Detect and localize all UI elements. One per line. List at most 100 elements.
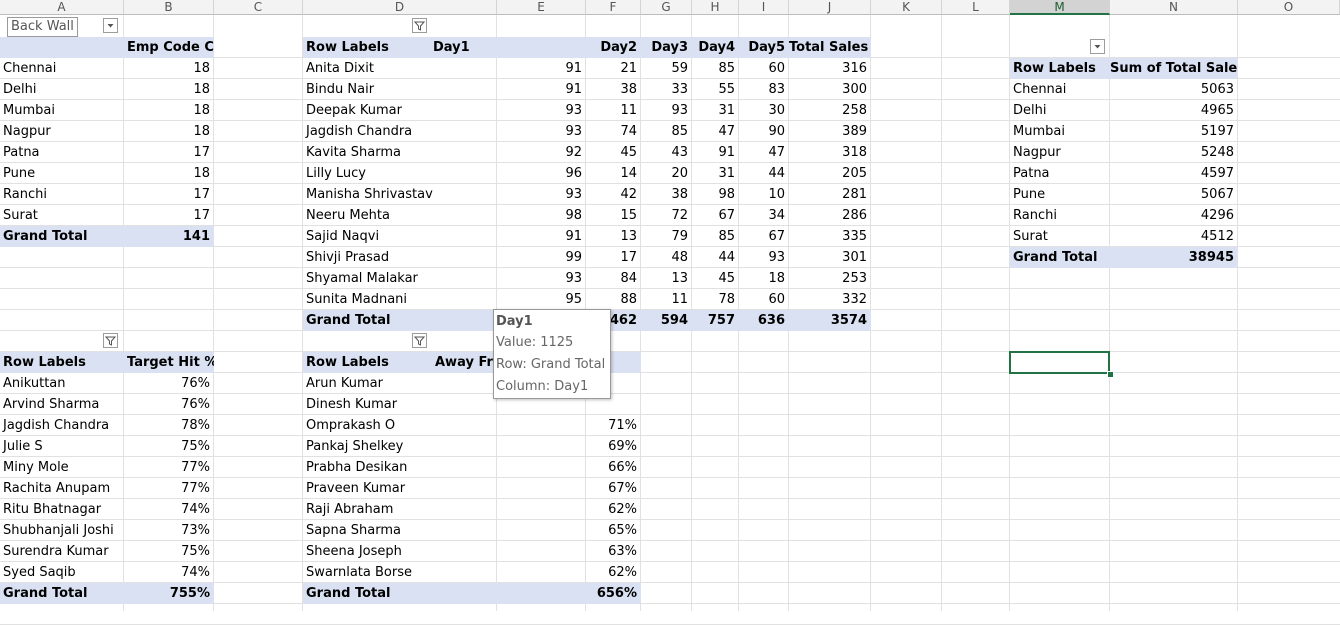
row-labels-filter-button[interactable] <box>103 18 118 33</box>
pivot-city-sales-row-label[interactable]: Delhi <box>1013 103 1047 118</box>
pivot-sales-row-value[interactable]: 67 <box>718 208 735 223</box>
pivot-target-row-label[interactable]: Miny Mole <box>3 460 69 475</box>
column-header-h[interactable]: H <box>692 0 739 15</box>
pivot-sales-row-value[interactable]: 93 <box>565 103 582 118</box>
pivot-target-row-value[interactable]: 77% <box>181 460 210 475</box>
pivot-sales-row-value[interactable]: 79 <box>671 229 688 244</box>
pivot-city-emp-row-label[interactable]: Chennai <box>3 61 57 76</box>
pivot-city-sales-row-value[interactable]: 4597 <box>1200 166 1234 181</box>
pivot-sales-row-value[interactable]: 205 <box>842 166 867 181</box>
pivot-target-row-value[interactable]: 75% <box>181 544 210 559</box>
pivot-target-row-label[interactable]: Julie S <box>3 439 43 454</box>
pivot-sales-row-value[interactable]: 318 <box>842 145 867 160</box>
pivot-away-row-label[interactable]: Omprakash O <box>306 418 396 433</box>
pivot-target-row-value[interactable]: 78% <box>181 418 210 433</box>
pivot-sales-row-value[interactable]: 47 <box>718 124 735 139</box>
column-header-f[interactable]: F <box>586 0 641 15</box>
pivot-sales-row-value[interactable]: 91 <box>565 61 582 76</box>
pivot-sales-row-value[interactable]: 78 <box>718 292 735 307</box>
pivot-sales-row-value[interactable]: 11 <box>620 103 637 118</box>
pivot-sales-row-value[interactable]: 67 <box>768 229 785 244</box>
pivot-city-emp-row-label[interactable]: Patna <box>3 145 40 160</box>
pivot-city-emp-row-label[interactable]: Nagpur <box>3 124 51 139</box>
pivot-city-emp-header-value[interactable]: Emp Code Count <box>124 37 214 58</box>
pivot-city-sales-row-label[interactable]: Ranchi <box>1013 208 1057 223</box>
pivot-sales-row-value[interactable]: 21 <box>620 61 637 76</box>
pivot-target-row-label[interactable]: Jagdish Chandra <box>3 418 110 433</box>
pivot-target-filter-button[interactable] <box>103 333 118 348</box>
pivot-sales-row-value[interactable]: 99 <box>565 250 582 265</box>
pivot-sales-row-value[interactable]: 60 <box>768 292 785 307</box>
pivot-away-grand-total-value[interactable]: 656% <box>497 583 641 604</box>
pivot-city-emp-row-value[interactable]: 18 <box>193 103 210 118</box>
pivot-away-row-label[interactable]: Arun Kumar <box>306 376 383 391</box>
pivot-away-row-label[interactable]: Praveen Kumar <box>306 481 406 496</box>
pivot-away-filter-button[interactable] <box>412 333 427 348</box>
pivot-sales-row-value[interactable]: 48 <box>671 250 688 265</box>
pivot-sales-row-value[interactable]: 33 <box>671 82 688 97</box>
pivot-city-sales-row-value[interactable]: 5067 <box>1200 187 1234 202</box>
pivot-city-emp-grand-total-label[interactable]: Grand Total <box>0 226 124 247</box>
pivot-sales-row-value[interactable]: 34 <box>768 208 785 223</box>
pivot-city-emp-row-value[interactable]: 17 <box>193 187 210 202</box>
pivot-city-sales-row-value[interactable]: 4965 <box>1200 103 1234 118</box>
pivot-sales-row-value[interactable]: 92 <box>565 145 582 160</box>
pivot-target-grand-total-label[interactable]: Grand Total <box>0 583 124 604</box>
pivot-sales-row-value[interactable]: 389 <box>842 124 867 139</box>
pivot-target-row-value[interactable]: 76% <box>181 397 210 412</box>
pivot-sales-header-col[interactable]: Day2 <box>586 37 641 58</box>
pivot-sales-row-value[interactable]: 47 <box>768 145 785 160</box>
pivot-city-sales-row-label[interactable]: Chennai <box>1013 82 1067 97</box>
pivot-city-emp-row-label[interactable]: Ranchi <box>3 187 47 202</box>
pivot-sales-row-label[interactable]: Sajid Naqvi <box>306 229 380 244</box>
column-header-j[interactable]: J <box>789 0 871 15</box>
column-header-k[interactable]: K <box>871 0 942 15</box>
pivot-sales-row-value[interactable]: 93 <box>565 271 582 286</box>
pivot-away-row-label[interactable]: Sheena Joseph <box>306 544 402 559</box>
pivot-away-row-value[interactable]: 69% <box>608 439 637 454</box>
pivot-sales-row-label[interactable]: Kavita Sharma <box>306 145 401 160</box>
pivot-away-row-value[interactable]: 65% <box>608 523 637 538</box>
column-header-c[interactable]: C <box>214 0 303 15</box>
pivot-target-header-value[interactable]: Target Hit % <box>124 352 214 373</box>
pivot-city-sales-row-label[interactable]: Mumbai <box>1013 124 1065 139</box>
pivot-city-emp-row-value[interactable]: 17 <box>193 208 210 223</box>
pivot-sales-row-label[interactable]: Neeru Mehta <box>306 208 390 223</box>
column-header-d[interactable]: D <box>303 0 497 15</box>
pivot-target-row-value[interactable]: 76% <box>181 376 210 391</box>
pivot-sales-row-value[interactable]: 90 <box>768 124 785 139</box>
pivot-sales-grand-total-value[interactable]: 636 <box>739 310 789 331</box>
pivot-sales-row-value[interactable]: 91 <box>565 82 582 97</box>
pivot-sales-row-value[interactable]: 286 <box>842 208 867 223</box>
pivot-city-sales-row-value[interactable]: 4512 <box>1200 229 1234 244</box>
pivot-city-sales-grand-total-value[interactable]: 38945 <box>1110 247 1238 268</box>
pivot-sales-row-value[interactable]: 31 <box>718 166 735 181</box>
pivot-sales-row-value[interactable]: 85 <box>718 229 735 244</box>
pivot-sales-header-day1[interactable]: Day1 <box>430 37 586 58</box>
pivot-sales-row-value[interactable]: 55 <box>718 82 735 97</box>
pivot-sales-header-col[interactable]: Total Sales <box>789 37 871 58</box>
pivot-sales-row-value[interactable]: 45 <box>718 271 735 286</box>
pivot-away-row-label[interactable]: Swarnlata Borse <box>306 565 412 580</box>
pivot-city-emp-grand-total-value[interactable]: 141 <box>124 226 214 247</box>
pivot-away-row-value[interactable]: 62% <box>608 565 637 580</box>
pivot-sales-grand-total-value[interactable]: 3574 <box>789 310 871 331</box>
pivot-sales-row-value[interactable]: 72 <box>671 208 688 223</box>
pivot-sales-row-value[interactable]: 93 <box>671 103 688 118</box>
pivot-sales-row-value[interactable]: 13 <box>671 271 688 286</box>
pivot-sales-row-value[interactable]: 98 <box>718 187 735 202</box>
pivot-sales-row-value[interactable]: 44 <box>768 166 785 181</box>
pivot-sales-header-col[interactable]: Day3 <box>641 37 692 58</box>
pivot-sales-row-value[interactable]: 42 <box>620 187 637 202</box>
pivot-city-sales-grand-total-label[interactable]: Grand Total <box>1010 247 1110 268</box>
pivot-sales-row-value[interactable]: 332 <box>842 292 867 307</box>
pivot-sales-row-label[interactable]: Shivji Prasad <box>306 250 390 265</box>
pivot-away-row-value[interactable]: 62% <box>608 502 637 517</box>
pivot-city-emp-row-label[interactable]: Pune <box>3 166 36 181</box>
pivot-city-sales-row-label[interactable]: Patna <box>1013 166 1050 181</box>
pivot-city-sales-row-value[interactable]: 4296 <box>1200 208 1234 223</box>
pivot-target-row-label[interactable]: Anikuttan <box>3 376 66 391</box>
pivot-city-emp-row-value[interactable]: 18 <box>193 124 210 139</box>
pivot-city-sales-row-label[interactable]: Surat <box>1013 229 1048 244</box>
pivot-sales-row-value[interactable]: 301 <box>842 250 867 265</box>
